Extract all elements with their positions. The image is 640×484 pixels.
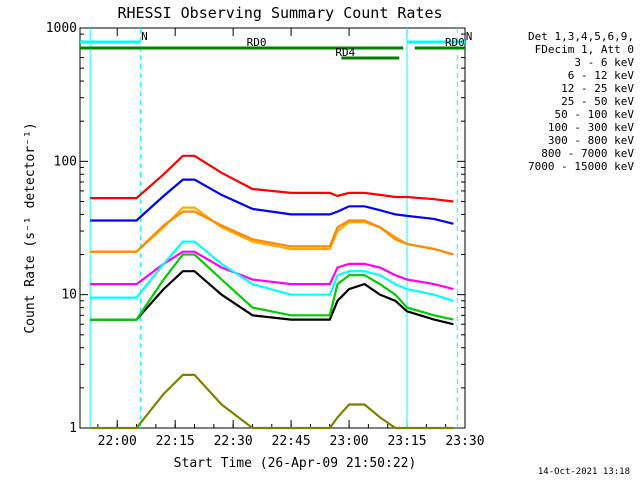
flag-label: N: [141, 30, 148, 43]
legend-entry: 7000 - 15000 keV: [528, 160, 634, 173]
chart-title: RHESSI Observing Summary Count Rates: [117, 4, 442, 22]
y-tick-label: 10: [61, 288, 77, 303]
x-tick-label: 22:15: [156, 434, 195, 449]
x-tick-label: 23:15: [387, 434, 426, 449]
flag-label: RD0: [445, 36, 465, 49]
legend-header: Det 1,3,4,5,6,9,: [528, 30, 634, 43]
flag-label: RD4: [335, 46, 355, 59]
legend-entry: 300 - 800 keV: [548, 134, 634, 147]
series-line: [90, 270, 454, 326]
legend-header: FDecim 1, Att 0: [535, 43, 634, 56]
legend-entry: 800 - 7000 keV: [541, 147, 634, 160]
y-axis-label: Count Rate (s⁻¹ detector⁻¹): [23, 122, 38, 333]
legend-entry: 3 - 6 keV: [574, 56, 634, 69]
legend-entry: 100 - 300 keV: [548, 121, 634, 134]
y-axis: 1 10 100 1000: [46, 21, 465, 436]
x-axis-label: Start Time (26-Apr-09 21:50:22): [174, 456, 417, 471]
series-line: [90, 373, 454, 430]
series-line: [90, 250, 454, 291]
y-tick-label: 1000: [46, 21, 77, 36]
legend-entry: 6 - 12 keV: [568, 69, 635, 82]
legend-entry: 50 - 100 keV: [555, 108, 635, 121]
series-line: [90, 210, 454, 256]
timestamp: 14-Oct-2021 13:18: [538, 467, 630, 477]
y-tick-label: 100: [54, 154, 77, 169]
x-tick-label: 22:45: [272, 434, 311, 449]
series-lines: [90, 154, 454, 430]
series-line: [90, 253, 454, 321]
legend-entry: 12 - 25 keV: [561, 82, 634, 95]
x-tick-label: 23:30: [445, 434, 484, 449]
x-axis: 22:00 22:15 22:30 22:45 23:00 23:15 23:30: [97, 28, 485, 449]
series-line: [90, 154, 454, 203]
x-tick-label: 23:00: [330, 434, 369, 449]
flag-label: N: [466, 30, 473, 43]
x-tick-label: 22:00: [98, 434, 137, 449]
y-tick-label: 1: [69, 421, 77, 436]
legend: Det 1,3,4,5,6,9,FDecim 1, Att 03 - 6 keV…: [528, 30, 634, 173]
legend-entry: 25 - 50 keV: [561, 95, 634, 108]
flag-label: RD0: [247, 36, 267, 49]
x-tick-label: 22:30: [214, 434, 253, 449]
vertical-markers: [89, 28, 458, 428]
series-line: [90, 178, 454, 225]
series-line: [90, 240, 454, 302]
series-line: [90, 206, 454, 256]
